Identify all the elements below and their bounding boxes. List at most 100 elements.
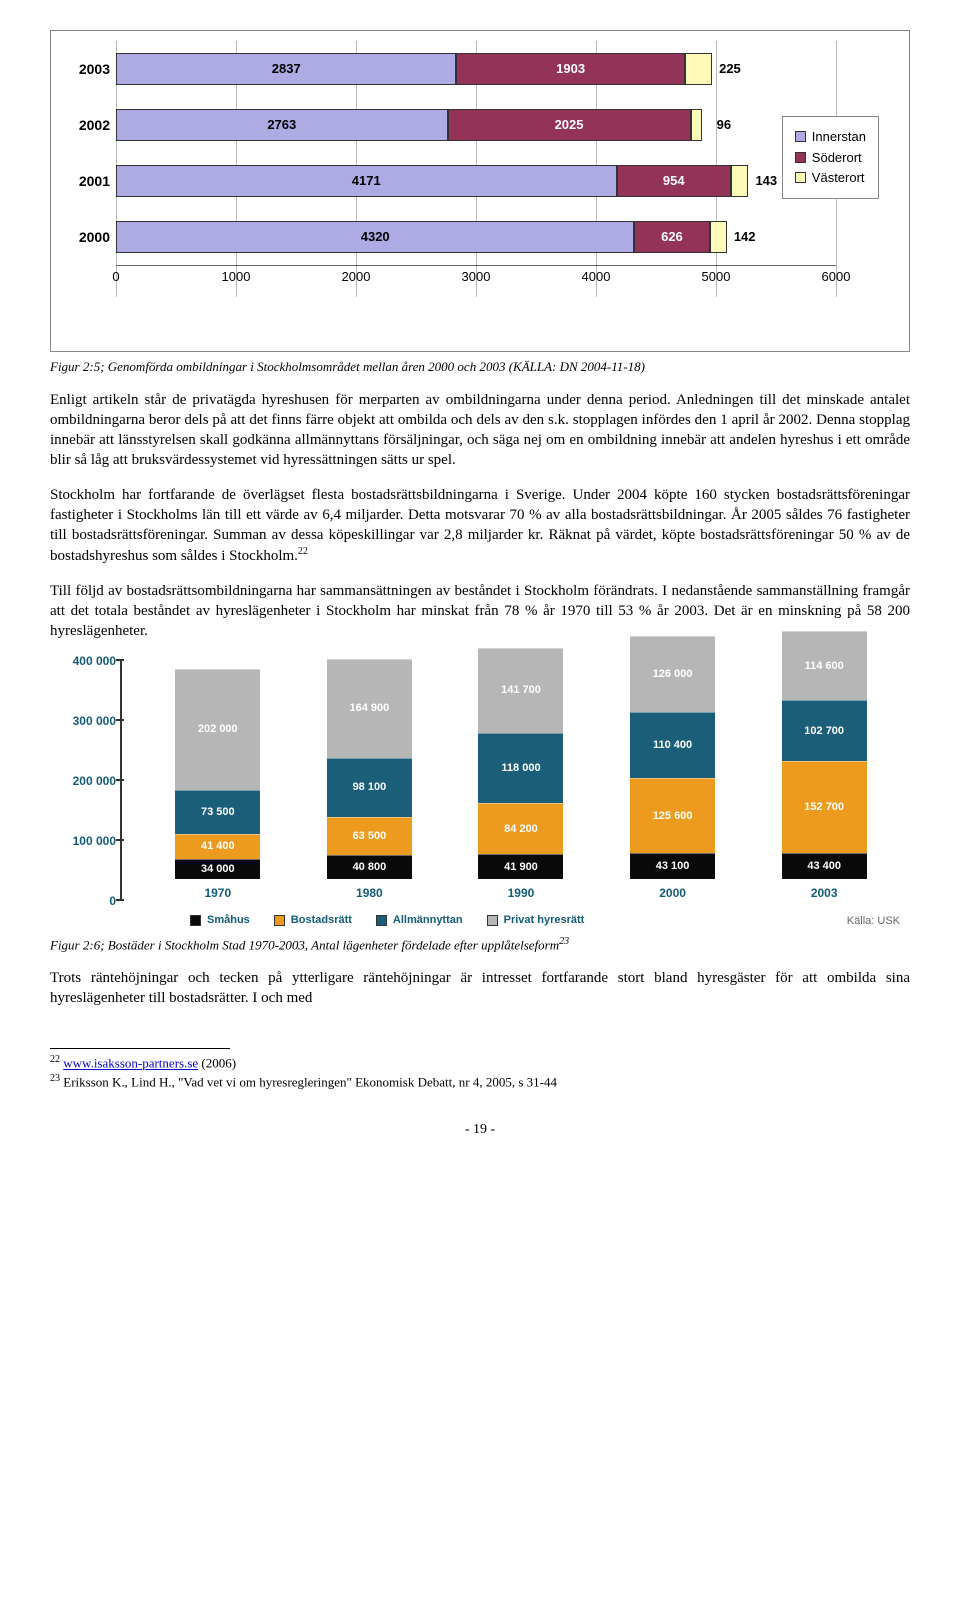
chart2-seg-privat: 164 900 [327, 659, 412, 758]
footnote-23: 23 Eriksson K., Lind H., "Vad vet vi om … [50, 1072, 910, 1091]
chart2-legend-item: Småhus [190, 913, 250, 928]
paragraph-4: Trots räntehöjningar och tecken på ytter… [50, 968, 910, 1009]
chart2-column: 43 400152 700102 700114 6002003 [748, 661, 900, 901]
chart2-legend-label: Allmännyttan [393, 913, 463, 928]
chart2-seg-allmannyttan: 98 100 [327, 758, 412, 817]
chart2-legend-label: Bostadsrätt [291, 913, 352, 928]
chart1-year-label: 2001 [66, 172, 116, 191]
swatch-privat [487, 915, 498, 926]
chart2-seg-bostadsratt: 125 600 [630, 778, 715, 853]
chart1-xtick: 6000 [822, 268, 851, 286]
chart2-seg-bostadsratt: 41 400 [175, 834, 260, 859]
chart1-xtick: 5000 [702, 268, 731, 286]
chart1-seg-innerstan: 2837 [116, 53, 456, 85]
swatch-smahus [190, 915, 201, 926]
chart1-seg-vasterort: 143 [731, 165, 748, 197]
chart1-year-label: 2003 [66, 60, 116, 79]
chart1-xtick: 0 [112, 268, 119, 286]
chart1-row: 200328371903225 [66, 41, 894, 97]
chart2-container: 0100 000200 000300 000400 000 34 00041 4… [120, 661, 900, 929]
chart1-row: 20022763202596 [66, 97, 894, 153]
chart1-seg-vasterort: 225 [685, 53, 712, 85]
swatch-vasterort [795, 172, 806, 183]
footnote-22: 22 www.isaksson-partners.se (2006) [50, 1053, 910, 1072]
footnote-22-year: (2006) [198, 1056, 236, 1071]
swatch-allmannyttan [376, 915, 387, 926]
chart2-xlabel: 2003 [811, 885, 838, 901]
chart2-column: 34 00041 40073 500202 000 1970 [142, 661, 294, 901]
chart2-legend-item: Allmännyttan [376, 913, 463, 928]
paragraph-1: Enligt artikeln står de privatägda hyres… [50, 390, 910, 471]
paragraph-2: Stockholm har fortfarande de överlägset … [50, 485, 910, 567]
chart2-ytick: 300 000 [73, 713, 116, 729]
chart1-xtick: 1000 [222, 268, 251, 286]
chart1-seg-soderort: 2025 [448, 109, 691, 141]
chart2-ytick: 400 000 [73, 653, 116, 669]
chart1-seg-soderort: 954 [617, 165, 731, 197]
chart1-row: 20014171954143 [66, 153, 894, 209]
chart1-seg-innerstan: 4171 [116, 165, 617, 197]
footnote-23-text: Eriksson K., Lind H., "Vad vet vi om hyr… [60, 1075, 557, 1090]
chart2-seg-bostadsratt: 63 500 [327, 817, 412, 855]
chart1-seg-vasterort: 142 [710, 221, 727, 253]
chart2-seg-bostadsratt: 84 200 [478, 803, 563, 854]
chart2-seg-allmannyttan: 110 400 [630, 712, 715, 778]
chart2-seg-allmannyttan: 102 700 [782, 700, 867, 762]
chart2-xlabel: 1970 [204, 885, 231, 901]
chart1-seg-soderort: 626 [634, 221, 709, 253]
chart1-row: 20004320626142 [66, 209, 894, 265]
chart2-xlabel: 2000 [659, 885, 686, 901]
chart1-container: 2003283719032252002276320259620014171954… [50, 30, 910, 352]
chart2-legend-label: Småhus [207, 913, 250, 928]
chart1-seg-innerstan: 2763 [116, 109, 448, 141]
chart2-seg-privat: 202 000 [175, 669, 260, 790]
chart2-ytick: 100 000 [73, 833, 116, 849]
legend-item-vasterort: Västerort [795, 169, 866, 187]
chart1-seg-innerstan: 4320 [116, 221, 634, 253]
chart1-year-label: 2000 [66, 228, 116, 247]
paragraph-2-text: Stockholm har fortfarande de överlägset … [50, 487, 910, 565]
chart2-seg-smahus: 40 800 [327, 855, 412, 879]
swatch-bostadsratt [274, 915, 285, 926]
legend-label: Innerstan [812, 128, 866, 146]
chart2-column: 43 100125 600110 400126 0002000 [597, 661, 749, 901]
chart2-yaxis: 0100 000200 000300 000400 000 [42, 661, 118, 901]
chart2-seg-privat: 141 700 [478, 648, 563, 733]
chart2-ytick: 0 [109, 893, 116, 909]
footnote-link-22[interactable]: www.isaksson-partners.se [63, 1056, 198, 1071]
chart1-xtick: 3000 [462, 268, 491, 286]
chart1-legend: Innerstan Söderort Västerort [782, 116, 879, 199]
chart1-xtick: 2000 [342, 268, 371, 286]
chart2-seg-allmannyttan: 73 500 [175, 790, 260, 834]
chart1-hbar: 2003283719032252002276320259620014171954… [66, 41, 894, 321]
chart2-seg-smahus: 41 900 [478, 854, 563, 879]
swatch-soderort [795, 152, 806, 163]
chart2-seg-allmannyttan: 118 000 [478, 733, 563, 804]
chart2-column: 40 80063 50098 100164 900 1980 [294, 661, 446, 901]
chart2-xlabel: 1990 [508, 885, 535, 901]
legend-label: Söderort [812, 149, 862, 167]
chart2-caption-text: Figur 2:6; Bostäder i Stockholm Stad 197… [50, 937, 559, 952]
chart2-xlabel: 1980 [356, 885, 383, 901]
chart2-legend-item: Bostadsrätt [274, 913, 352, 928]
chart2-seg-smahus: 34 000 [175, 859, 260, 879]
footnotes: 22 www.isaksson-partners.se (2006) 23 Er… [50, 1049, 910, 1091]
chart2-legend-item: Privat hyresrätt [487, 913, 585, 928]
chart1-year-label: 2002 [66, 116, 116, 135]
footnote-ref-22: 22 [298, 546, 308, 557]
footnote-ref-23: 23 [559, 936, 569, 947]
swatch-innerstan [795, 131, 806, 142]
chart2-caption: Figur 2:6; Bostäder i Stockholm Stad 197… [50, 935, 910, 954]
chart1-xtick: 4000 [582, 268, 611, 286]
chart1-seg-vasterort: 96 [691, 109, 703, 141]
legend-item-soderort: Söderort [795, 149, 866, 167]
legend-label: Västerort [812, 169, 865, 187]
chart2-legend-label: Privat hyresrätt [504, 913, 585, 928]
chart2-column: 41 90084 200118 000141 7001990 [445, 661, 597, 901]
chart2-seg-privat: 114 600 [782, 631, 867, 700]
footnote-num-23: 23 [50, 1073, 60, 1084]
footnote-num-22: 22 [50, 1054, 60, 1065]
page-number: - 19 - [50, 1121, 910, 1140]
legend-item-innerstan: Innerstan [795, 128, 866, 146]
chart2-seg-bostadsratt: 152 700 [782, 761, 867, 853]
